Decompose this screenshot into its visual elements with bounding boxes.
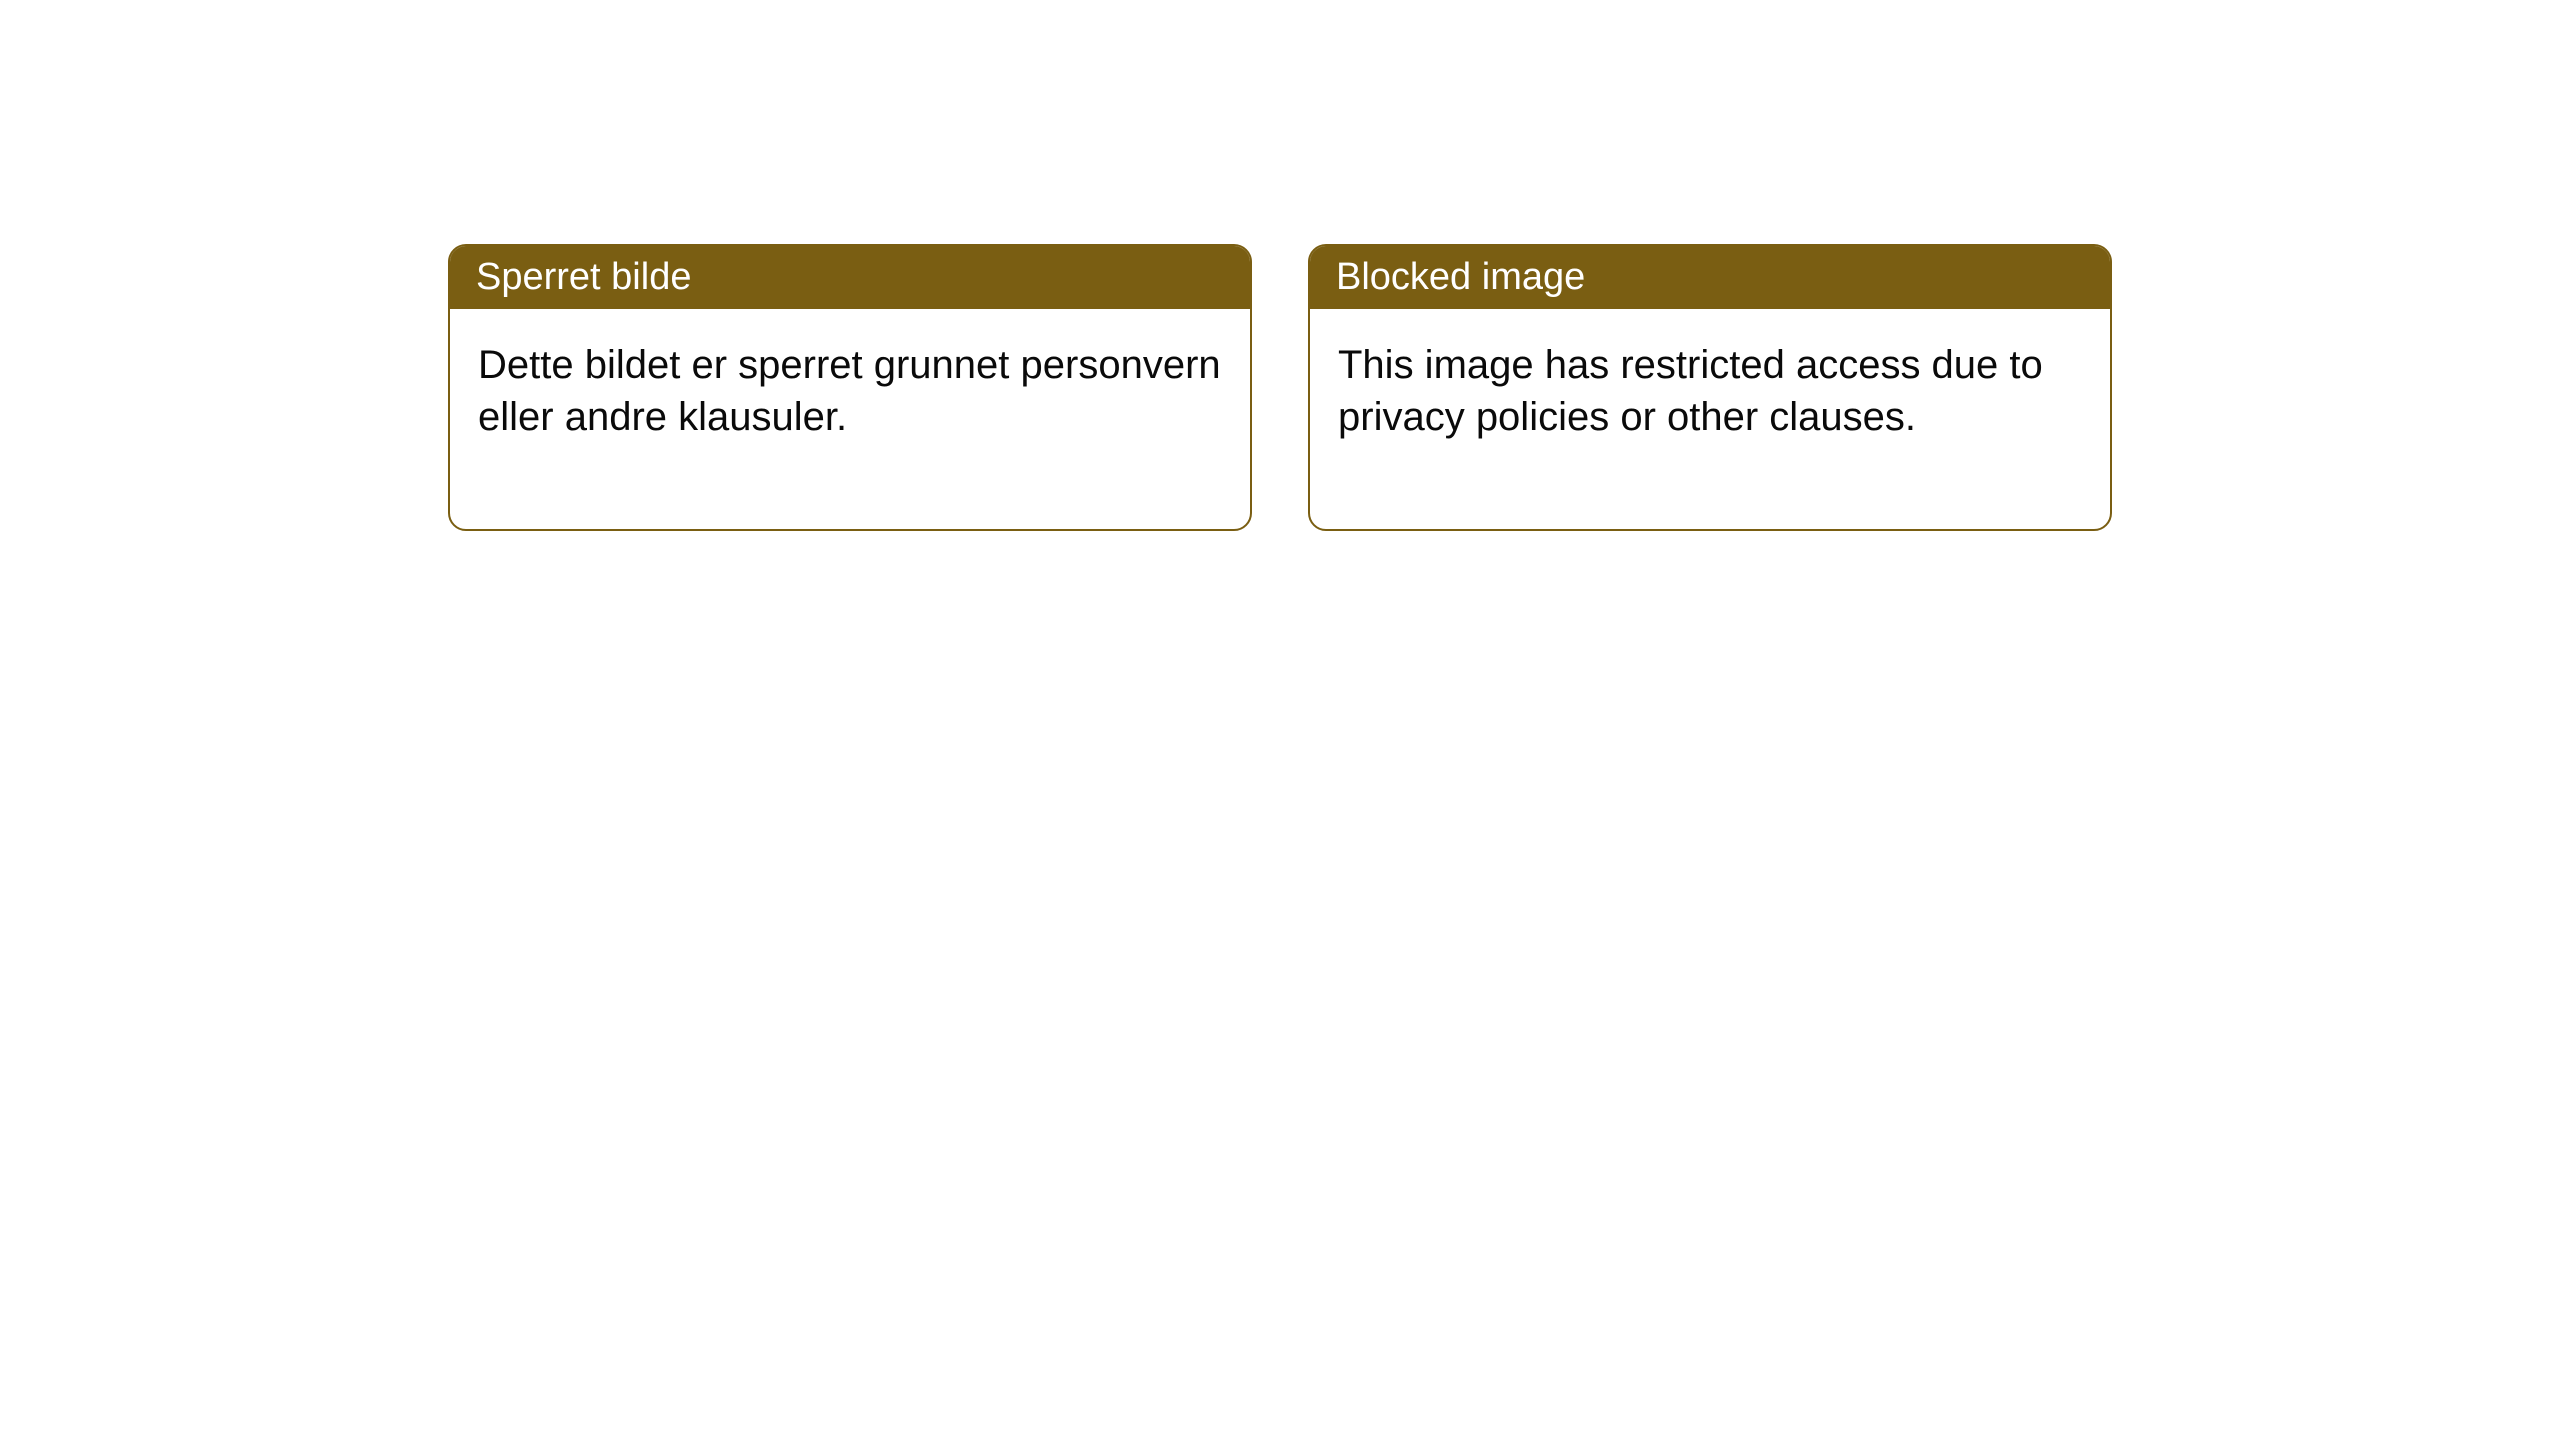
notice-header: Blocked image (1310, 246, 2110, 309)
notice-title: Blocked image (1336, 256, 1585, 298)
notice-body-text: This image has restricted access due to … (1338, 343, 2043, 439)
notice-body: This image has restricted access due to … (1310, 309, 2110, 529)
notice-header: Sperret bilde (450, 246, 1250, 309)
notice-box-english: Blocked image This image has restricted … (1308, 244, 2112, 531)
notice-box-norwegian: Sperret bilde Dette bildet er sperret gr… (448, 244, 1252, 531)
notice-container: Sperret bilde Dette bildet er sperret gr… (0, 0, 2560, 531)
notice-body-text: Dette bildet er sperret grunnet personve… (478, 343, 1221, 439)
notice-body: Dette bildet er sperret grunnet personve… (450, 309, 1250, 529)
notice-title: Sperret bilde (476, 256, 691, 298)
